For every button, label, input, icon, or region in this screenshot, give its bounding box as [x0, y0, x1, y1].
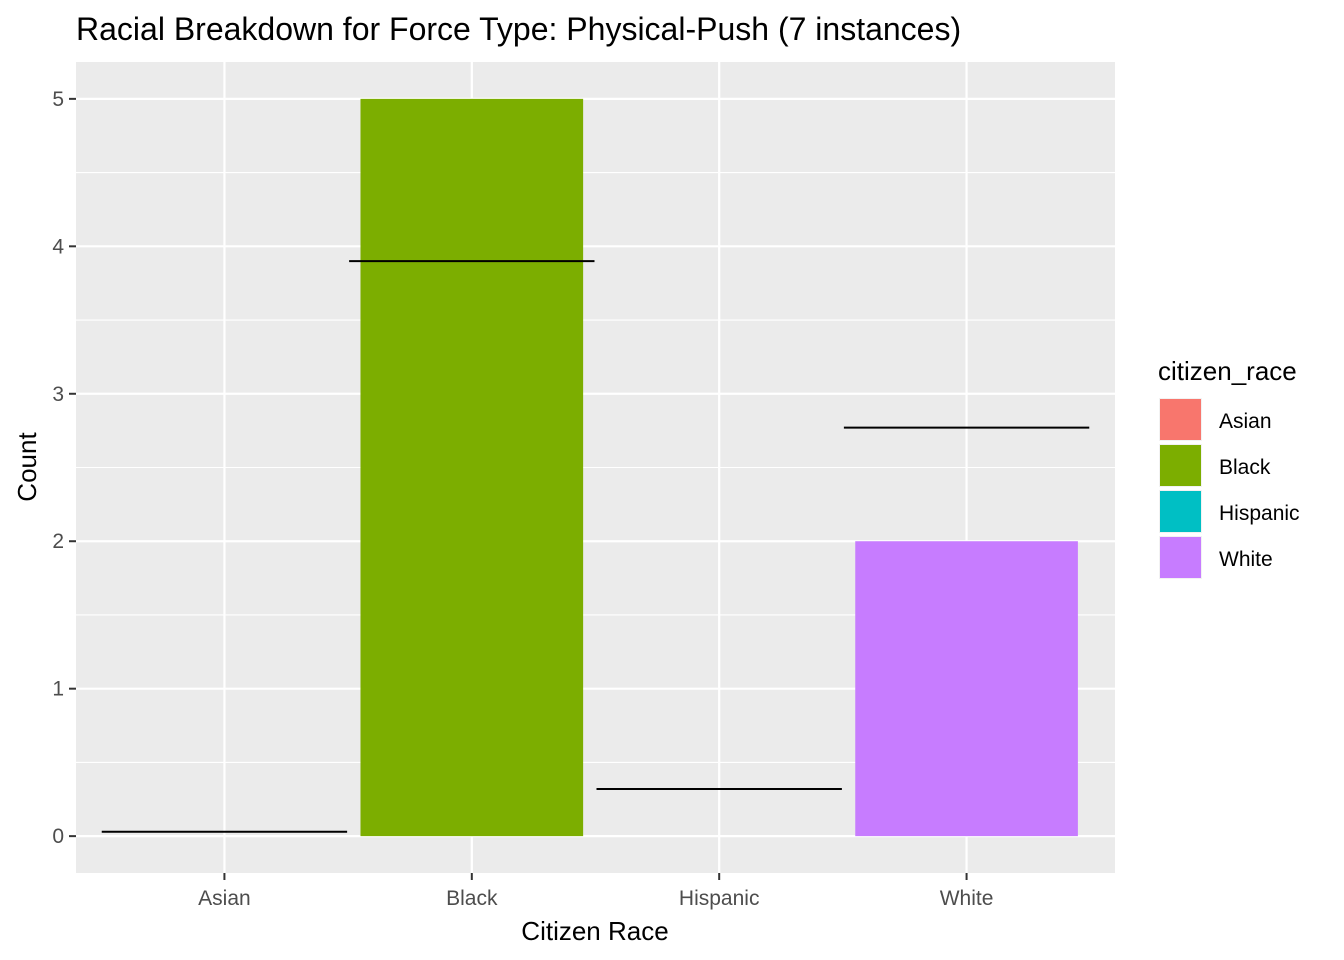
legend-items: Asian Black Hispanic White [1159, 398, 1300, 579]
y-axis: 0 1 2 3 4 5 [52, 88, 76, 848]
x-tick-label: Asian [198, 887, 251, 910]
x-tick-label: White [940, 887, 994, 910]
y-tick-label: 5 [52, 88, 64, 111]
legend-title: citizen_race [1158, 356, 1297, 386]
reference-lines [101, 260, 1090, 833]
x-axis-title: Citizen Race [521, 916, 668, 946]
legend-label-hispanic: Hispanic [1219, 502, 1300, 525]
y-tick-label: 4 [52, 235, 64, 258]
legend: citizen_race Asian Black Hispanic White [1158, 356, 1300, 579]
y-tick-label: 3 [52, 383, 64, 406]
legend-label-white: White [1219, 548, 1273, 571]
x-axis: Asian Black Hispanic White [198, 873, 993, 910]
legend-label-black: Black [1219, 456, 1271, 479]
legend-swatch-black [1160, 445, 1201, 486]
x-tick-label: Black [446, 887, 498, 910]
legend-swatch-white [1160, 537, 1201, 578]
y-axis-title: Count [12, 432, 42, 502]
y-tick-label: 2 [52, 530, 64, 553]
legend-swatch-hispanic [1160, 491, 1201, 532]
x-tick-label: Hispanic [679, 887, 760, 910]
y-tick-label: 1 [52, 678, 64, 701]
y-tick-label: 0 [52, 825, 64, 848]
legend-label-asian: Asian [1219, 410, 1272, 433]
bar-black [360, 98, 584, 837]
bars [360, 98, 1078, 837]
bar-white [855, 541, 1078, 837]
chart-title: Racial Breakdown for Force Type: Physica… [76, 11, 961, 47]
legend-swatch-asian [1160, 399, 1201, 440]
